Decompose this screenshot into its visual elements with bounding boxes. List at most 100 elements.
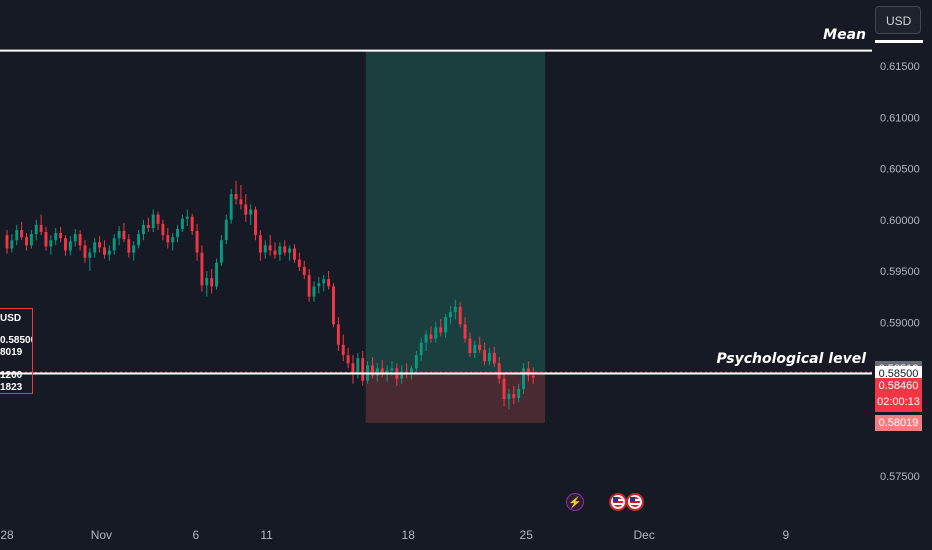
candle-body [356, 358, 360, 374]
candle-body [268, 245, 272, 251]
candle-body [122, 231, 126, 240]
candle-body [278, 246, 282, 255]
candle-body [249, 209, 253, 215]
candle-body [483, 349, 487, 362]
candle-body [215, 262, 218, 287]
x-tick-label: 6 [192, 528, 199, 542]
candle-body [39, 224, 43, 233]
candle-body [526, 368, 530, 376]
lightning-icon[interactable]: ⚡ [566, 493, 584, 511]
candle-body [453, 306, 457, 312]
candle-body [117, 231, 121, 239]
currency-selector[interactable]: USD [875, 6, 921, 34]
candle-body [414, 355, 418, 369]
candle-body [25, 237, 28, 246]
candle-body [448, 312, 452, 318]
candle-body [10, 240, 14, 249]
x-tick-label: Dec [634, 528, 655, 542]
candle-body [102, 247, 106, 255]
candle-body [15, 230, 19, 241]
candle-body [200, 252, 204, 286]
candle-body [371, 365, 374, 376]
us-flag-icon[interactable] [609, 493, 627, 511]
candle-body [297, 259, 301, 267]
y-tick-label: 0.60000 [880, 215, 920, 227]
candle-body [141, 224, 145, 235]
x-tick-label: Nov [91, 528, 112, 542]
candle-body [424, 334, 428, 343]
candle-body [44, 232, 48, 247]
candle-body [317, 283, 321, 287]
position-stop-fragment: 8019 [0, 347, 23, 358]
candle-body [180, 218, 184, 229]
candle-body [531, 375, 535, 378]
y-tick-label: 0.61000 [880, 112, 920, 124]
candle-body [171, 237, 175, 243]
candle-body [176, 228, 180, 238]
candle-body [473, 344, 477, 353]
candle-body [146, 224, 150, 228]
candle-body [112, 238, 116, 251]
candle-body [68, 241, 72, 251]
candle-body [185, 216, 189, 219]
candle-body [224, 219, 228, 241]
candle-body [88, 252, 92, 258]
candle-body [93, 242, 97, 253]
x-tick-label: 18 [402, 528, 416, 542]
candle-body [517, 388, 521, 399]
candle-body [166, 235, 170, 243]
position-info-box[interactable]: USD 0.58500 8019 1200 1823 [0, 308, 33, 394]
candle-body [497, 363, 501, 379]
x-tick-label: 28 [0, 528, 14, 542]
current-price-tag: 0.58460 02:00:13 [875, 377, 922, 412]
stop-price-tag: 0.58019 [875, 414, 922, 431]
candle-body [288, 248, 292, 253]
currency-underline [875, 40, 923, 43]
candle-body [390, 368, 394, 371]
candle-body [444, 317, 448, 333]
candle-body [107, 250, 111, 255]
candle-body [229, 194, 233, 220]
candle-body [327, 279, 331, 287]
current-price-value: 0.58460 [878, 379, 919, 392]
candle-body [458, 306, 462, 325]
candle-body [190, 216, 194, 232]
candle-body [312, 286, 316, 297]
position-fragment-a: 1200 [0, 370, 23, 381]
candle-body [210, 278, 214, 287]
us-flag-icon[interactable] [626, 493, 644, 511]
candle-body [195, 231, 199, 253]
candle-body [283, 246, 287, 253]
candle-body [361, 358, 365, 381]
target-zone[interactable] [365, 50, 546, 373]
candle-body [302, 266, 306, 276]
y-tick-label: 0.57500 [880, 471, 920, 483]
candle-body [478, 344, 482, 350]
candle-body [137, 234, 141, 246]
y-tick-label: 0.59000 [880, 317, 920, 329]
candle-body [205, 278, 209, 286]
candle-body [49, 240, 53, 247]
position-currency: USD [0, 313, 22, 324]
candle-body [151, 214, 155, 228]
candle-body [512, 394, 516, 399]
candle-body [78, 234, 82, 246]
candle-body [258, 235, 262, 253]
candle-body [439, 327, 443, 333]
candle-body [405, 371, 409, 374]
candle-body [341, 344, 345, 356]
candle-body [463, 324, 467, 339]
candle-body [156, 214, 160, 224]
candle-body [219, 240, 223, 263]
candle-body [375, 368, 379, 376]
candle-body [322, 279, 326, 284]
candle-body [429, 334, 433, 339]
mean-line-label: Mean [823, 26, 866, 43]
candle-body [346, 355, 350, 364]
candle-body [400, 371, 404, 379]
candle-body [409, 368, 413, 374]
candle-body [263, 245, 267, 253]
candle-body [293, 248, 296, 260]
x-tick-label: 9 [782, 528, 789, 542]
